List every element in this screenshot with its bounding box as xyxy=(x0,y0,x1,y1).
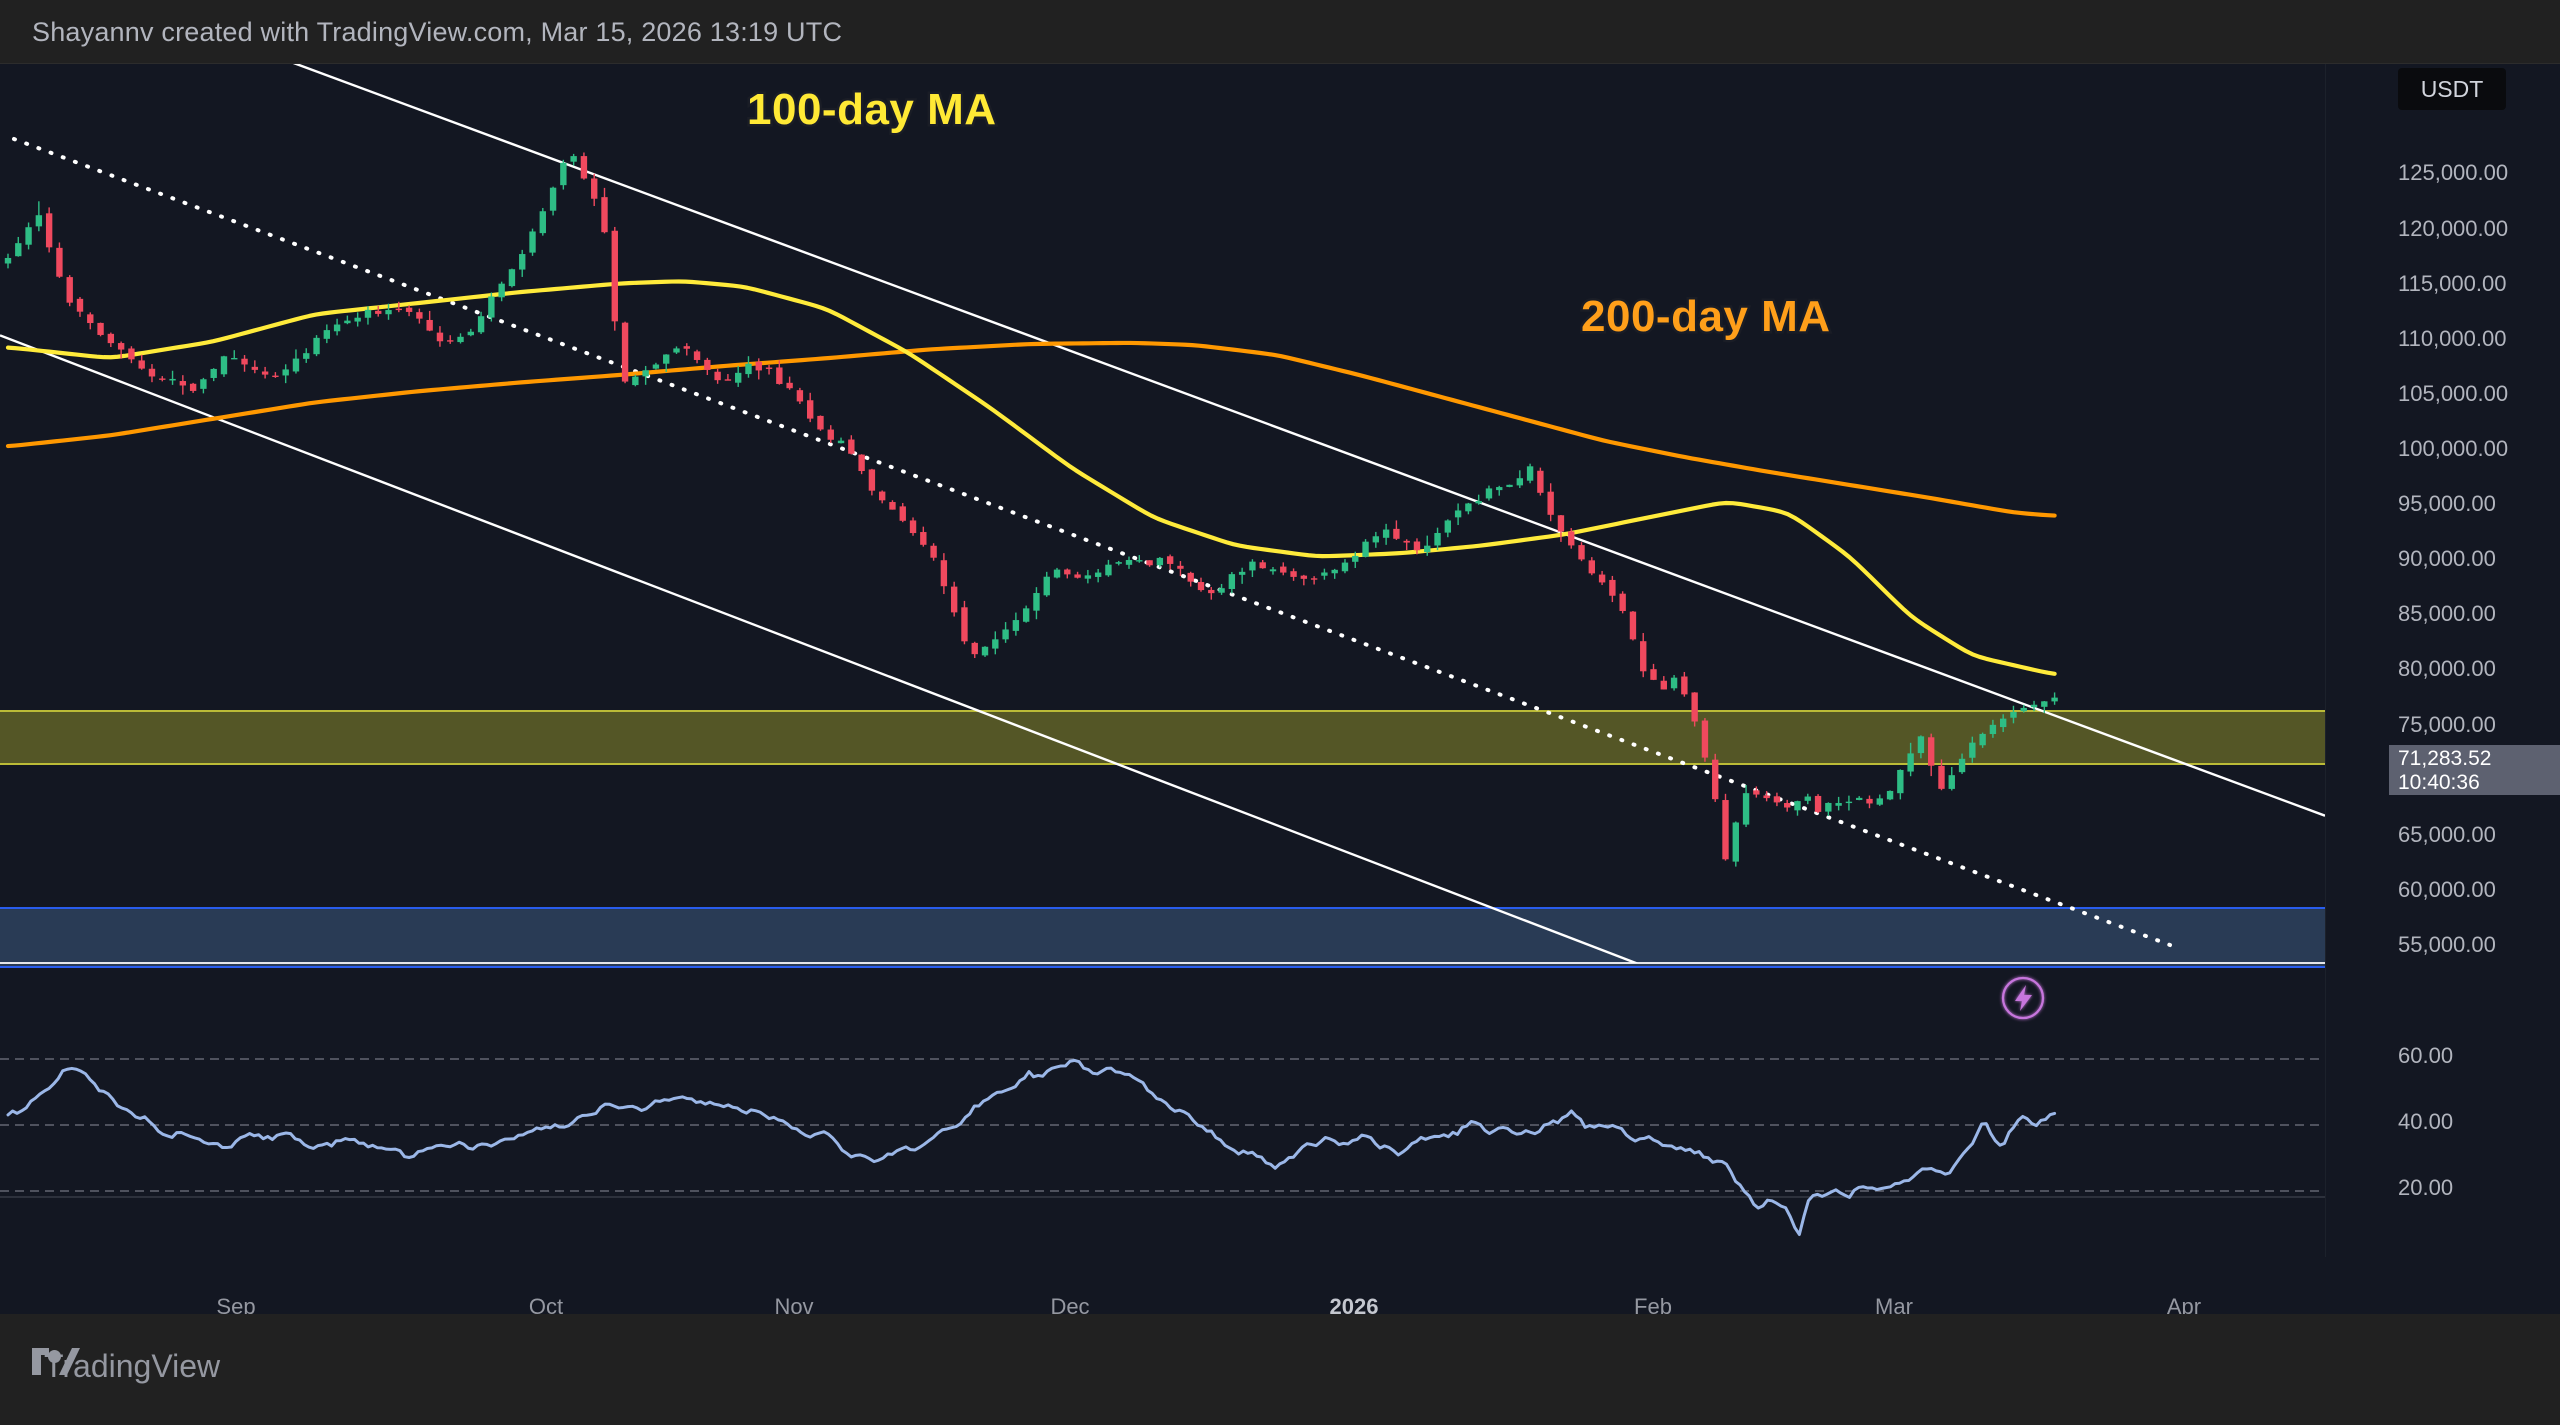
svg-text:100-day MA: 100-day MA xyxy=(747,85,997,134)
svg-text:200-day MA: 200-day MA xyxy=(1581,292,1831,341)
